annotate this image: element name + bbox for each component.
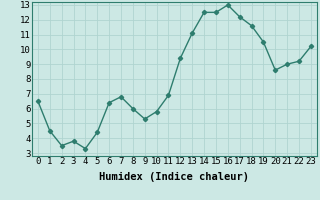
X-axis label: Humidex (Indice chaleur): Humidex (Indice chaleur) xyxy=(100,172,249,182)
